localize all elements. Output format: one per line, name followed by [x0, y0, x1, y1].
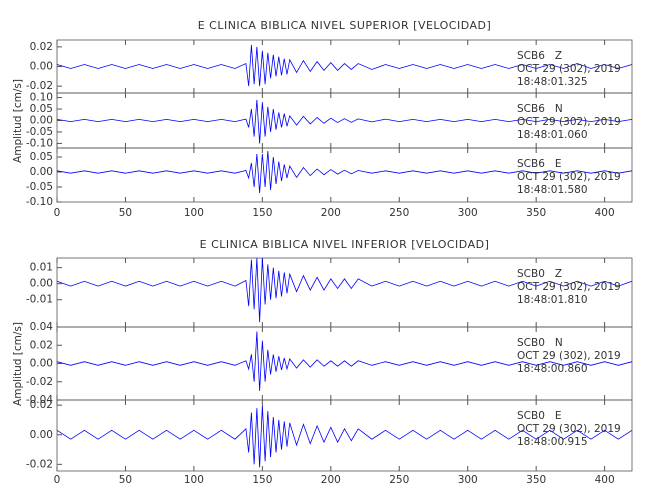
trace-annotation: SCB0 E [517, 410, 562, 422]
x-tick-label: 0 [54, 207, 61, 219]
x-tick-label: 300 [458, 474, 478, 486]
x-tick-label: 400 [595, 207, 615, 219]
y-tick-label: 0.00 [30, 115, 53, 127]
y-tick-label: -0.05 [26, 181, 53, 193]
chart-title: E CLINICA BIBLICA NIVEL SUPERIOR [VELOCI… [198, 19, 492, 32]
y-tick-label: 0.10 [30, 92, 53, 104]
trace-annotation: OCT 29 (302), 2019 [517, 116, 621, 128]
y-tick-label: 0.05 [30, 151, 53, 163]
trace-annotation: 18:48:00.860 [517, 363, 588, 375]
x-tick-label: 50 [119, 207, 132, 219]
trace-annotation: OCT 29 (302), 2019 [517, 350, 621, 362]
trace-annotation: SCB0 N [517, 337, 563, 349]
x-tick-label: 250 [389, 474, 409, 486]
y-tick-label: -0.04 [26, 394, 53, 406]
trace [56, 257, 633, 323]
x-tick-label: 400 [595, 474, 615, 486]
y-tick-label: 0.00 [30, 429, 53, 441]
y-tick-label: 0.01 [30, 262, 53, 274]
y-tick-label: 0.00 [30, 278, 53, 290]
trace-annotation: SCB0 Z [517, 268, 562, 280]
trace-annotation: 18:48:00.915 [517, 436, 588, 448]
x-tick-label: 300 [458, 207, 478, 219]
y-axis-label: Amplitud [cm/s] [12, 79, 24, 163]
x-tick-label: 350 [526, 474, 546, 486]
trace-annotation: 18:48:01.325 [517, 76, 588, 88]
y-tick-label: -0.02 [26, 458, 53, 470]
y-tick-label: -0.01 [26, 294, 53, 306]
x-tick-label: 150 [252, 474, 272, 486]
trace-annotation: SCB6 N [517, 103, 563, 115]
x-tick-label: 200 [321, 207, 341, 219]
y-tick-label: 0.02 [30, 399, 53, 411]
trace [56, 150, 633, 194]
trace-annotation: OCT 29 (302), 2019 [517, 171, 621, 183]
y-tick-label: -0.10 [26, 196, 53, 208]
y-axis-label: Amplitud [cm/s] [12, 322, 24, 406]
panel-frame [56, 147, 633, 203]
trace-annotation: 18:48:01.060 [517, 129, 588, 141]
y-tick-label: -0.05 [26, 126, 53, 138]
chart-title: E CLINICA BIBLICA NIVEL INFERIOR [VELOCI… [200, 238, 490, 251]
x-tick-label: 200 [321, 474, 341, 486]
trace-annotation: 18:48:01.580 [517, 184, 588, 196]
y-tick-label: 0.05 [30, 103, 53, 115]
trace [56, 44, 633, 87]
trace [56, 99, 633, 144]
panel-frame [56, 399, 633, 472]
trace-annotation: 18:48:01.810 [517, 294, 588, 306]
y-tick-label: 0.00 [30, 61, 53, 73]
x-tick-label: 0 [54, 474, 61, 486]
x-tick-label: 100 [184, 474, 204, 486]
y-tick-label: 0.00 [30, 358, 53, 370]
trace-annotation: SCB6 E [517, 158, 562, 170]
y-tick-label: -0.10 [26, 137, 53, 149]
y-tick-label: 0.02 [30, 339, 53, 351]
y-tick-label: 0.02 [30, 41, 53, 53]
x-tick-label: 100 [184, 207, 204, 219]
trace [56, 405, 633, 468]
trace [56, 331, 633, 391]
y-tick-label: 0.00 [30, 166, 53, 178]
x-tick-label: 250 [389, 207, 409, 219]
x-tick-label: 50 [119, 474, 132, 486]
y-tick-label: 0.04 [30, 321, 54, 333]
x-tick-label: 150 [252, 207, 272, 219]
x-tick-label: 350 [526, 207, 546, 219]
trace-annotation: SCB6 Z [517, 50, 562, 62]
trace-annotation: OCT 29 (302), 2019 [517, 281, 621, 293]
y-tick-label: -0.02 [26, 376, 53, 388]
y-tick-label: -0.02 [26, 80, 53, 92]
trace-annotation: OCT 29 (302), 2019 [517, 423, 621, 435]
trace-annotation: OCT 29 (302), 2019 [517, 63, 621, 75]
